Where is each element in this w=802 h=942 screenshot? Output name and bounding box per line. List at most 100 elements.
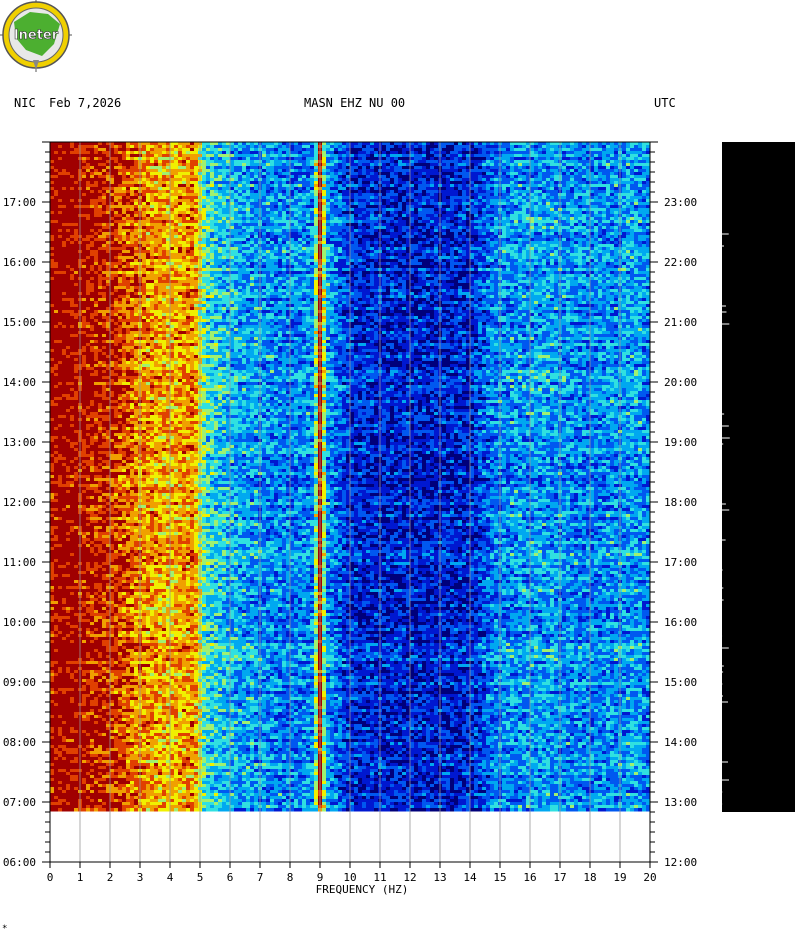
heatmap-cell [446, 205, 451, 209]
heatmap-cell [154, 157, 159, 161]
heatmap-cell [118, 214, 123, 218]
heatmap-cell [62, 163, 67, 167]
heatmap-cell [86, 193, 91, 197]
heatmap-cell [502, 148, 507, 152]
heatmap-cell [310, 196, 315, 200]
heatmap-cell [634, 172, 639, 176]
heatmap-cell [238, 235, 243, 239]
heatmap-cell [214, 172, 219, 176]
heatmap-cell [58, 238, 63, 242]
heatmap-cell [146, 214, 151, 218]
heatmap-cell [550, 211, 555, 215]
heatmap-cell [170, 166, 175, 170]
heatmap-cell [342, 145, 347, 149]
heatmap-cell [90, 220, 95, 224]
heatmap-cell [450, 181, 455, 185]
heatmap-cell [266, 214, 271, 218]
heatmap-cell [370, 148, 375, 152]
heatmap-cell [614, 151, 619, 155]
heatmap-cell [262, 172, 267, 176]
heatmap-cell [334, 157, 339, 161]
heatmap-cell [462, 199, 467, 203]
heatmap-cell [134, 169, 139, 173]
heatmap-cell [158, 187, 163, 191]
heatmap-cell [50, 148, 55, 152]
heatmap-cell [230, 190, 235, 194]
heatmap-cell [374, 202, 379, 206]
heatmap-cell [542, 235, 547, 239]
heatmap-cell [510, 160, 515, 164]
heatmap-cell [638, 202, 643, 206]
heatmap-cell [298, 190, 303, 194]
heatmap-cell [210, 205, 215, 209]
heatmap-cell [186, 202, 191, 206]
heatmap-cell [398, 211, 403, 215]
heatmap-cell [450, 187, 455, 191]
heatmap-cell [494, 187, 499, 191]
heatmap-cell [566, 211, 571, 215]
heatmap-cell [578, 172, 583, 176]
heatmap-cell [110, 175, 115, 179]
heatmap-cell [142, 241, 147, 245]
heatmap-cell [58, 214, 63, 218]
heatmap-cell [246, 226, 251, 230]
heatmap-cell [518, 172, 523, 176]
heatmap-cell [426, 181, 431, 185]
heatmap-cell [462, 145, 467, 149]
heatmap-cell [610, 220, 615, 224]
heatmap-cell [246, 223, 251, 227]
heatmap-cell [626, 190, 631, 194]
heatmap-cell [534, 181, 539, 185]
heatmap-cell [382, 217, 387, 221]
heatmap-cell [54, 157, 59, 161]
heatmap-cell [110, 232, 115, 236]
heatmap-cell [314, 235, 319, 239]
heatmap-cell [614, 196, 619, 200]
heatmap-cell [94, 199, 99, 203]
heatmap-cell [474, 160, 479, 164]
heatmap-cell [638, 214, 643, 218]
heatmap-cell [306, 235, 311, 239]
heatmap-cell [302, 199, 307, 203]
heatmap-cell [310, 166, 315, 170]
heatmap-cell [626, 238, 631, 242]
heatmap-cell [86, 187, 91, 191]
heatmap-cell [574, 199, 579, 203]
heatmap-cell [370, 145, 375, 149]
heatmap-cell [578, 232, 583, 236]
heatmap-cell [522, 142, 527, 146]
heatmap-cell [98, 163, 103, 167]
heatmap-cell [554, 160, 559, 164]
heatmap-cell [326, 166, 331, 170]
heatmap-cell [554, 190, 559, 194]
heatmap-cell [266, 232, 271, 236]
heatmap-cell [358, 142, 363, 146]
heatmap-cell [306, 163, 311, 167]
heatmap-cell [326, 181, 331, 185]
heatmap-cell [142, 151, 147, 155]
heatmap-cell [126, 154, 131, 158]
heatmap-cell [134, 226, 139, 230]
heatmap-cell [134, 202, 139, 206]
heatmap-cell [582, 190, 587, 194]
heatmap-cell [494, 211, 499, 215]
heatmap-cell [306, 178, 311, 182]
heatmap-cell [254, 211, 259, 215]
heatmap-cell [354, 196, 359, 200]
heatmap-cell [90, 187, 95, 191]
heatmap-cell [110, 217, 115, 221]
heatmap-cell [514, 169, 519, 173]
heatmap-cell [630, 232, 635, 236]
heatmap-cell [118, 169, 123, 173]
heatmap-cell [134, 160, 139, 164]
heatmap-cell [630, 178, 635, 182]
heatmap-cell [102, 202, 107, 206]
heatmap-cell [82, 166, 87, 170]
heatmap-cell [518, 193, 523, 197]
heatmap-cell [422, 163, 427, 167]
heatmap-cell [366, 229, 371, 233]
heatmap-cell [566, 175, 571, 179]
heatmap-cell [254, 148, 259, 152]
heatmap-cell [62, 241, 67, 245]
heatmap-cell [290, 217, 295, 221]
